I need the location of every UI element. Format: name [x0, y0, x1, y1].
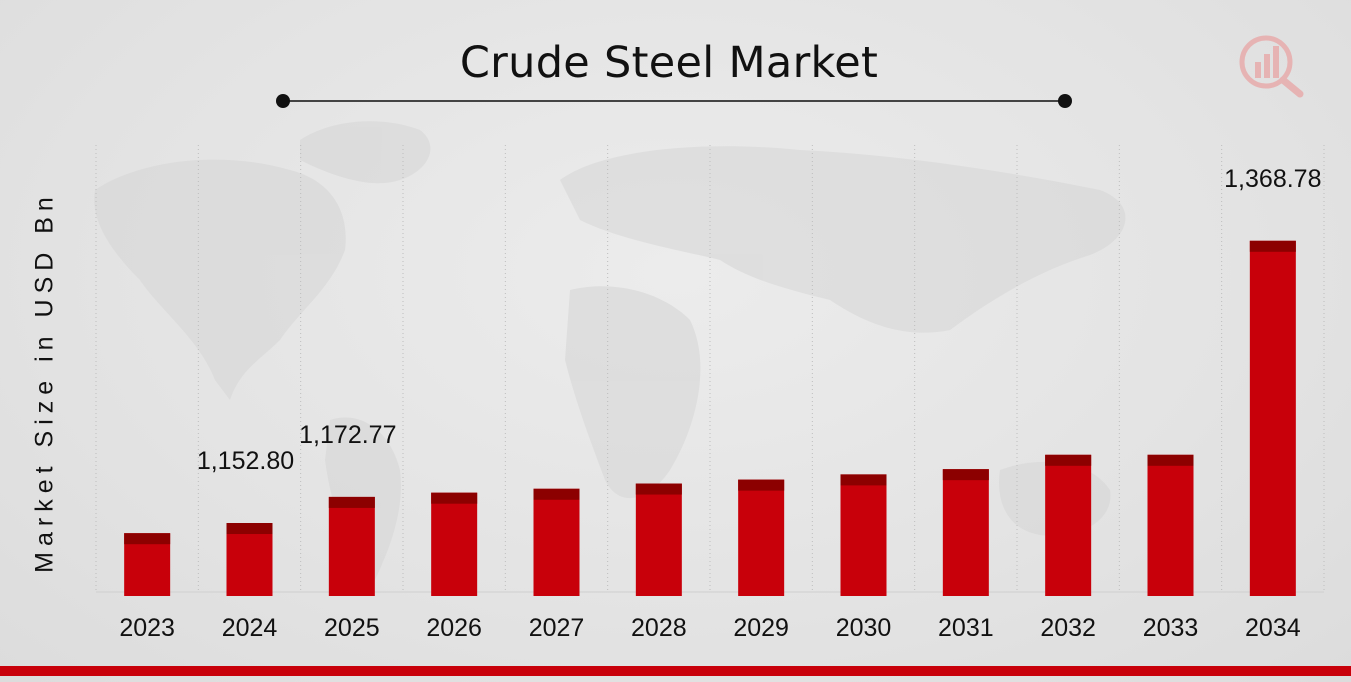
bar-cap — [1249, 240, 1296, 252]
x-tick-label: 2034 — [1245, 614, 1301, 642]
bar-body — [635, 483, 682, 596]
bar-2029 — [738, 479, 785, 596]
bar-2034 — [1249, 240, 1296, 596]
bar-body — [533, 488, 580, 596]
bar-cap — [635, 483, 682, 495]
x-tick-label: 2029 — [733, 614, 789, 642]
x-tick-label: 2028 — [631, 614, 687, 642]
bar-cap — [533, 488, 580, 500]
x-tick-label: 2032 — [1040, 614, 1096, 642]
x-tick-label: 2025 — [324, 614, 380, 642]
bar-body — [738, 479, 785, 596]
bar-2025 — [328, 496, 375, 596]
data-label-2034: 1,368.78 — [1224, 165, 1321, 193]
x-tick-label: 2024 — [222, 614, 278, 642]
bar-2023 — [124, 533, 171, 596]
bar-body — [226, 523, 273, 596]
bar-2033 — [1147, 454, 1194, 596]
bottom-accent-bar — [0, 666, 1351, 676]
x-tick-label: 2023 — [119, 614, 175, 642]
chart-title: Crude Steel Market — [459, 38, 879, 88]
bar-cap — [840, 474, 887, 486]
bar-cap — [226, 523, 273, 535]
x-tick-label: 2027 — [529, 614, 585, 642]
bar-body — [942, 469, 989, 596]
bar-cap — [942, 469, 989, 481]
data-labels: 1,152.801,172.77 1,368.78 — [197, 165, 1322, 475]
bar-body — [1045, 454, 1092, 596]
bar-body — [1249, 240, 1296, 596]
title-underline — [276, 94, 1072, 108]
bar-cap — [124, 533, 171, 545]
x-axis-ticks: 2023 2024 2025 2026 2027 2028 2029 2030 2031 2032… — [119, 614, 1300, 642]
bar-body — [840, 474, 887, 596]
x-tick-label: 2031 — [938, 614, 994, 642]
data-label-2024: 1,152.80 — [197, 447, 294, 475]
grid-lines — [95, 145, 1325, 592]
bar-body — [328, 496, 375, 596]
bar-2032 — [1045, 454, 1092, 596]
bar-cap — [328, 496, 375, 508]
bar-cap — [431, 492, 478, 504]
bar-2028 — [635, 483, 682, 596]
bar-cap — [1045, 454, 1092, 466]
bar-2024 — [226, 523, 273, 596]
x-tick-label: 2030 — [836, 614, 892, 642]
bar-body — [1147, 454, 1194, 596]
bar-2027 — [533, 488, 580, 596]
bar-cap — [1147, 454, 1194, 466]
bar-series — [124, 240, 1296, 596]
bar-2030 — [840, 474, 887, 596]
brand-logo-icon — [1239, 35, 1304, 98]
x-tick-label: 2026 — [426, 614, 482, 642]
data-label-2025: 1,172.77 — [299, 421, 396, 449]
x-tick-label: 2033 — [1143, 614, 1199, 642]
bar-2031 — [942, 469, 989, 596]
bar-2026 — [431, 492, 478, 596]
bar-body — [431, 492, 478, 596]
bar-cap — [738, 479, 785, 491]
